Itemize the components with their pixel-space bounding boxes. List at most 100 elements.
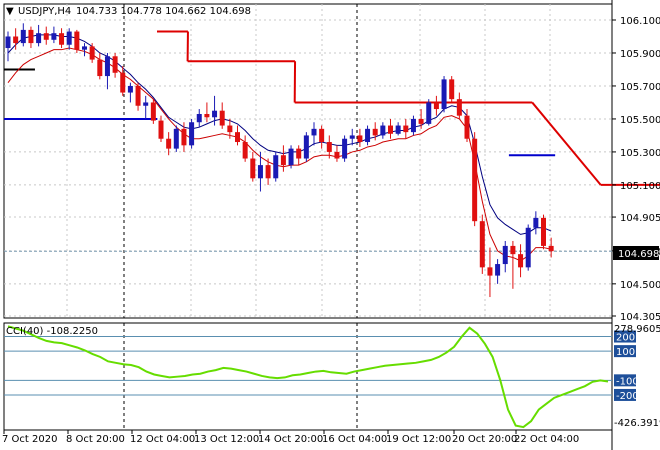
time-tick-label: 16 Oct 04:00	[322, 434, 387, 445]
candle-down	[326, 142, 332, 152]
cci-level-label: 100	[616, 347, 635, 358]
candle-up	[288, 148, 294, 166]
candle-up	[104, 56, 110, 77]
candle-down	[43, 33, 49, 40]
candle-up	[395, 125, 401, 134]
candle-down	[59, 33, 65, 45]
cci-level-label: 200	[616, 333, 635, 344]
price-tick-label: 106.100	[620, 16, 660, 27]
candle-up	[342, 138, 348, 159]
header-arrow[interactable]: ▼	[6, 6, 14, 17]
price-tick-label: 105.300	[620, 148, 660, 159]
candle-down	[357, 135, 363, 143]
candle-down	[227, 125, 233, 133]
candle-down	[97, 59, 103, 77]
candle-up	[380, 125, 386, 136]
candle-down	[280, 155, 286, 166]
level-step-connector	[531, 101, 602, 186]
current-price-label: 104.698	[618, 249, 659, 260]
time-tick-label: 22 Oct 04:00	[514, 434, 579, 445]
candle-down	[219, 110, 225, 126]
candle-up	[502, 245, 508, 265]
price-tick-label: 104.905	[620, 213, 660, 224]
candle-up	[257, 165, 263, 179]
price-tick-label: 105.900	[620, 49, 660, 60]
current-price-box	[613, 246, 659, 260]
candle-down	[74, 31, 80, 50]
candle-down	[120, 72, 126, 93]
candle-down	[418, 118, 424, 124]
candle-up	[349, 135, 355, 139]
cci-min-label: -426.3919	[614, 418, 660, 429]
time-tick-label: 13 Oct 12:00	[194, 434, 259, 445]
cci-level-label: -100	[616, 376, 639, 387]
candle-up	[365, 128, 371, 143]
time-tick-label: 8 Oct 20:00	[66, 434, 125, 445]
cci-level-box	[614, 388, 636, 401]
candle-up	[273, 155, 279, 179]
candle-down	[548, 245, 554, 252]
cci-panel-frame	[3, 322, 613, 431]
candle-down	[181, 128, 187, 146]
candle-down	[13, 36, 19, 44]
cci-label: CCI(40) -108.2250	[6, 326, 98, 337]
moving-average-fast-line	[7, 34, 552, 235]
price-tick-label: 104.305	[620, 312, 660, 323]
candle-down	[479, 221, 485, 268]
candle-down	[518, 254, 524, 268]
candle-up	[20, 29, 26, 44]
candle-down	[28, 29, 34, 44]
candle-down	[204, 113, 210, 118]
candle-up	[173, 128, 179, 149]
cci-max-label: 278.9605	[614, 324, 660, 335]
header-symbol: USDJPY,H4	[18, 6, 71, 17]
candle-up	[311, 128, 317, 136]
candle-up	[303, 135, 309, 159]
candle-down	[372, 128, 378, 136]
candle-down	[456, 99, 462, 116]
time-tick-label: 19 Oct 12:00	[386, 434, 451, 445]
candle-up	[82, 46, 87, 50]
candle-up	[410, 118, 416, 133]
candle-down	[135, 85, 141, 106]
price-tick-label: 105.500	[620, 115, 660, 126]
candle-up	[51, 33, 57, 40]
candle-down	[334, 151, 340, 159]
candle-down	[487, 267, 493, 276]
candle-down	[242, 142, 248, 159]
candle-up	[36, 33, 42, 44]
candle-down	[158, 120, 164, 139]
candle-down	[449, 79, 455, 100]
time-tick-label: 7 Oct 2020	[2, 434, 57, 445]
candle-up	[525, 227, 531, 268]
candle-down	[89, 46, 95, 60]
candle-down	[541, 217, 546, 246]
candle-down	[464, 115, 470, 139]
candle-down	[265, 165, 271, 179]
cci-line	[7, 325, 609, 429]
candle-down	[319, 128, 325, 143]
price-layer	[4, 23, 660, 298]
candle-down	[112, 56, 118, 73]
candle-down	[166, 138, 172, 149]
cci-level-label: -200	[616, 391, 639, 402]
price-tick-label: 104.500	[620, 280, 660, 291]
price-tick-label: 105.100	[620, 181, 660, 192]
candle-down	[235, 132, 240, 143]
time-tick-label: 20 Oct 20:00	[452, 434, 517, 445]
cci-level-box	[614, 345, 636, 358]
candle-up	[66, 31, 72, 45]
candle-up	[495, 264, 501, 276]
candle-down	[403, 125, 409, 133]
candle-up	[5, 36, 11, 49]
candle-up	[212, 110, 218, 118]
candle-down	[250, 158, 256, 179]
price-tick-label: 105.700	[620, 82, 660, 93]
header-ohlc: 104.733 104.778 104.662 104.698	[76, 6, 251, 17]
cci-level-box	[614, 330, 636, 343]
candle-up	[196, 113, 202, 123]
candle-up	[441, 79, 447, 110]
grid-layer	[3, 0, 613, 450]
